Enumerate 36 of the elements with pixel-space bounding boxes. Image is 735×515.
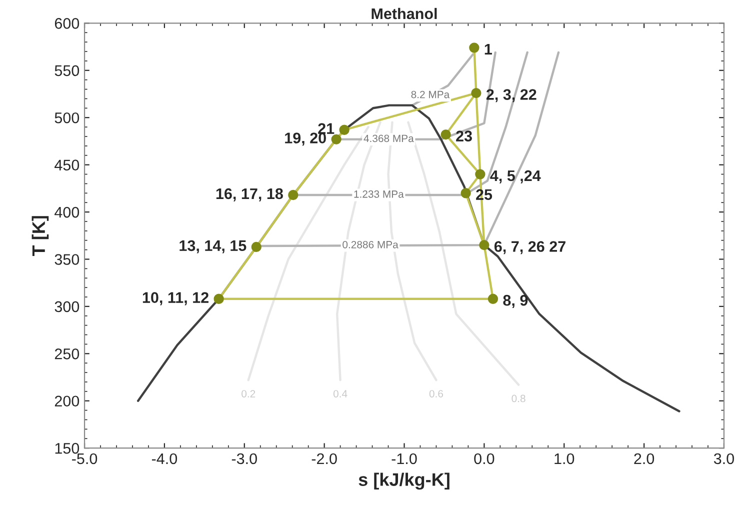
x-tick-label: 3.0 (714, 453, 734, 464)
y-axis-title: T [K] (32, 216, 49, 256)
annotation: 6, 7, 26 27 (494, 241, 566, 254)
series-label: 0.2886 MPa (342, 240, 398, 248)
x-tick-label: -2.0 (312, 453, 337, 464)
y-tick-label: 300 (54, 301, 80, 312)
x-tick-label: 0.0 (474, 453, 494, 464)
x-tick-label: 1.0 (554, 453, 574, 464)
y-tick-label: 200 (54, 396, 80, 407)
series-label: 1.233 MPa (354, 190, 404, 198)
annotation: 2, 3, 22 (486, 89, 536, 102)
series-label: 8.2 MPa (411, 90, 450, 98)
annotation: 8, 9 (503, 294, 528, 308)
annotation: 1 (484, 44, 492, 54)
x-tick-label: -3.0 (232, 453, 257, 464)
y-tick-label: 250 (54, 348, 80, 360)
annotation: 4, 5 ,24 (490, 170, 541, 184)
annotation: 13, 14, 15 (180, 240, 246, 254)
annotation: 23 (456, 130, 472, 142)
x-axis-title: s [kJ/kg-K] (358, 472, 450, 490)
chart-title: Methanol (372, 8, 437, 20)
y-tick-label: 450 (54, 160, 80, 170)
x-tick-label: -5.0 (72, 453, 98, 464)
y-tick-label: 600 (54, 18, 80, 29)
y-tick-label: 400 (54, 206, 80, 218)
annotation: 16, 17, 18 (216, 188, 283, 202)
annotation: 10, 11, 12 (142, 292, 208, 306)
x-tick-label: 2.0 (634, 453, 654, 464)
series-label: 4.368 MPa (364, 134, 414, 142)
y-tick-label: 500 (54, 112, 80, 124)
y-tick-label: 350 (54, 254, 80, 265)
x-tick-label: -4.0 (152, 453, 178, 464)
y-tick-label: 550 (54, 65, 80, 76)
x-tick-label: -1.0 (392, 453, 417, 464)
y-tick-label: 150 (55, 442, 80, 454)
annotation: 19, 20 (285, 132, 326, 146)
